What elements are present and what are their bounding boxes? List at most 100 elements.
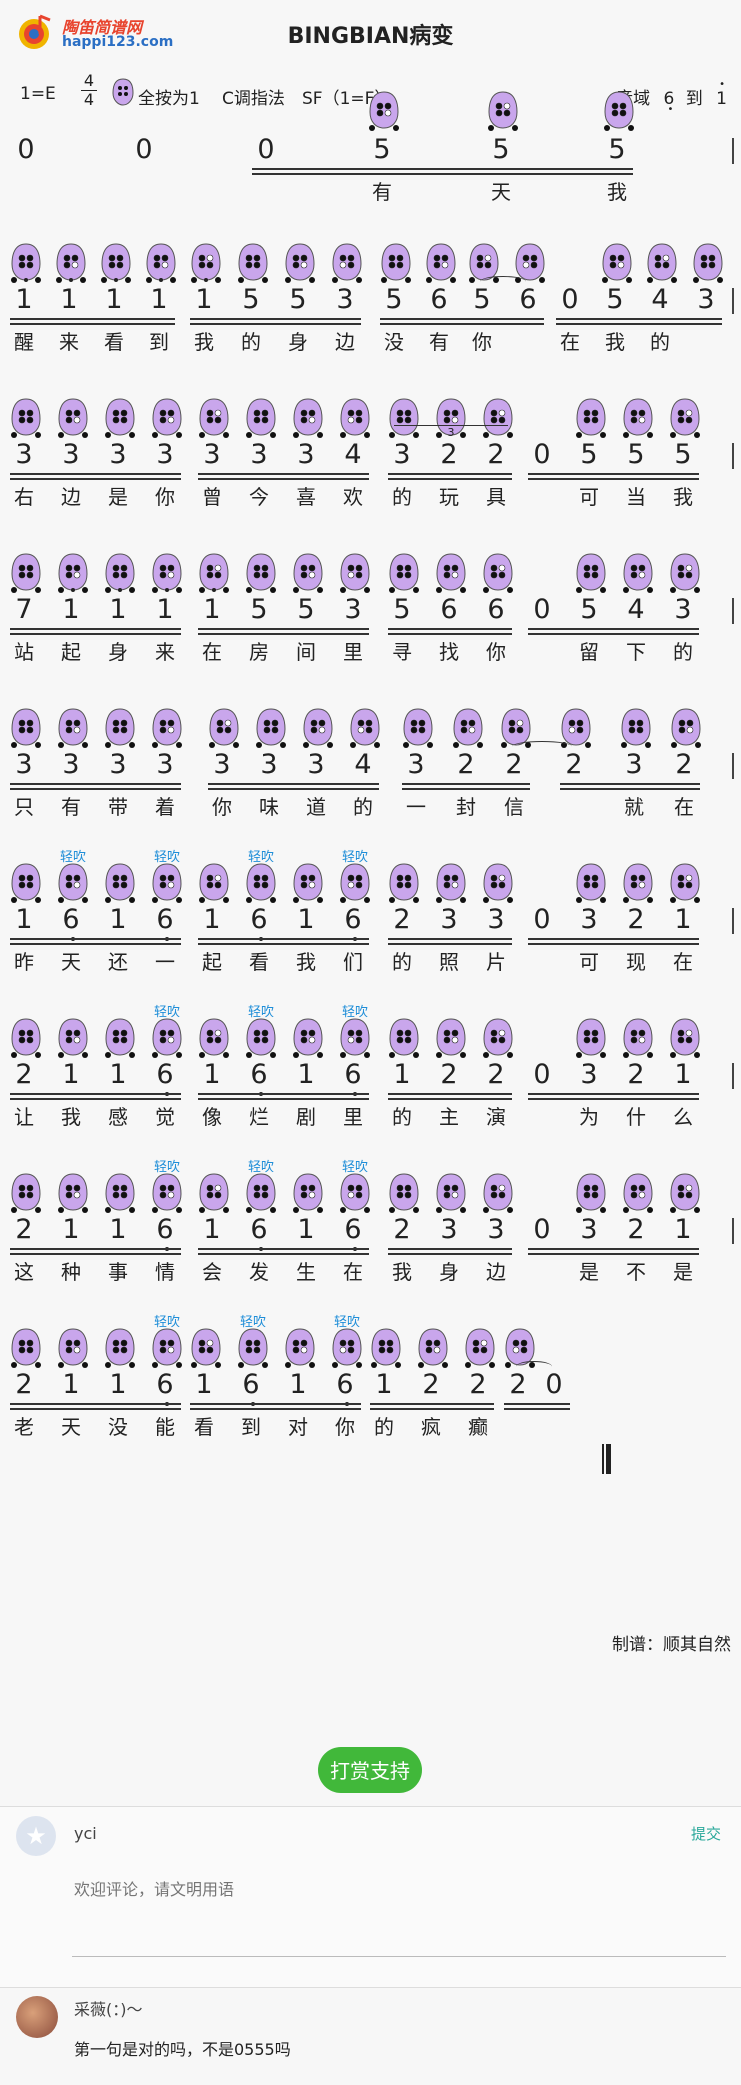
- ocarina-fingering-icon: [483, 1173, 513, 1213]
- jianpu-note: 5: [492, 134, 510, 165]
- site-domain[interactable]: happi123.com: [62, 34, 174, 50]
- barline: [732, 1218, 734, 1244]
- jianpu-note: 1: [674, 1214, 692, 1245]
- lyric-char: 看: [249, 950, 269, 974]
- jianpu-note: 5: [606, 284, 624, 315]
- jianpu-note: 1: [297, 904, 315, 935]
- ocarina-fingering-icon: [670, 1173, 700, 1213]
- jianpu-note: 3: [407, 749, 425, 780]
- time-signature: 4 4: [80, 72, 98, 109]
- underline-beam: [388, 943, 512, 945]
- underline-beam: [198, 1093, 369, 1095]
- lyric-char: 的: [374, 1415, 394, 1439]
- soft-blow-label: 轻吹: [333, 1315, 360, 1330]
- ocarina-fingering-icon: [146, 243, 176, 283]
- lyric-char: 事: [108, 1260, 128, 1284]
- octave-dot: [212, 588, 216, 592]
- jianpu-note: 3: [109, 749, 127, 780]
- ocarina-fingering-icon: [11, 863, 41, 903]
- lyric-char: 对: [288, 1415, 308, 1439]
- lyric-char: 演: [486, 1105, 506, 1129]
- underline-beam: [190, 1403, 361, 1405]
- lyric-char: 身: [108, 640, 128, 664]
- ocarina-fingering-icon: [623, 553, 653, 593]
- soft-blow-label: 轻吹: [239, 1315, 266, 1330]
- underline-beam: [556, 323, 722, 325]
- lyric-char: 身: [288, 330, 308, 354]
- lyric-char: 觉: [155, 1105, 175, 1129]
- jianpu-note: 3: [344, 594, 362, 625]
- jianpu-note: 1: [105, 284, 123, 315]
- jianpu-note: 3: [213, 749, 231, 780]
- ocarina-fingering-icon: [369, 91, 399, 131]
- ocarina-fingering-icon: [152, 708, 182, 748]
- ocarina-fingering-icon: [623, 398, 653, 438]
- ocarina-fingering-icon: [436, 1173, 466, 1213]
- lyric-char: 可: [579, 950, 599, 974]
- underline-beam: [198, 633, 369, 635]
- lyric-char: 们: [343, 950, 363, 974]
- ocarina-fingering-icon: [670, 553, 700, 593]
- final-barline: [602, 1444, 611, 1474]
- underline-beam: [388, 938, 512, 940]
- jianpu-note: 1: [62, 1369, 80, 1400]
- lyric-char: 主: [439, 1105, 459, 1129]
- lyric-char: 起: [61, 640, 81, 664]
- lyric-char: 有: [372, 180, 392, 204]
- ocarina-fingering-icon: [11, 708, 41, 748]
- jianpu-note: 0: [533, 1059, 551, 1090]
- jianpu-note: 3: [15, 439, 33, 470]
- lyric-char: 下: [626, 640, 646, 664]
- lyric-char: 留: [579, 640, 599, 664]
- ocarina-fingering-icon: [58, 1173, 88, 1213]
- ocarina-fingering-icon: [152, 1018, 182, 1058]
- underline-beam: [10, 1093, 181, 1095]
- ocarina-fingering-icon: [623, 863, 653, 903]
- lyric-char: 具: [486, 485, 506, 509]
- lyric-char: 边: [335, 330, 355, 354]
- site-name[interactable]: 陶笛简谱网: [62, 18, 143, 37]
- barline: [732, 598, 734, 624]
- lyric-char: 醒: [14, 330, 34, 354]
- lyric-char: 可: [579, 485, 599, 509]
- ocarina-fingering-icon: [483, 1018, 513, 1058]
- jianpu-note: 1: [203, 1214, 221, 1245]
- music-note-logo-icon[interactable]: [16, 12, 56, 52]
- jianpu-note: 2: [440, 1059, 458, 1090]
- fingering-note: 全按为1: [138, 89, 200, 109]
- jianpu-note: 3: [580, 1214, 598, 1245]
- comment-input[interactable]: [72, 1874, 726, 1957]
- ocarina-fingering-icon: [199, 1173, 229, 1213]
- ocarina-fingering-icon: [105, 863, 135, 903]
- jianpu-note: 6: [430, 284, 448, 315]
- submit-button[interactable]: 提交: [685, 1822, 727, 1845]
- lyric-char: 带: [108, 795, 128, 819]
- lyric-char: 只: [14, 795, 34, 819]
- lyric-char: 起: [202, 950, 222, 974]
- jianpu-note: 1: [156, 594, 174, 625]
- jianpu-note: 0: [533, 1214, 551, 1245]
- underline-beam: [528, 1248, 699, 1250]
- soft-blow-label: 轻吹: [153, 1005, 180, 1020]
- lyric-char: 边: [486, 1260, 506, 1284]
- jianpu-note: 3: [487, 904, 505, 935]
- jianpu-note: 3: [674, 594, 692, 625]
- tip-button[interactable]: 打赏支持: [318, 1747, 422, 1793]
- jianpu-note: 3: [393, 439, 411, 470]
- ocarina-fingering-icon: [418, 1328, 448, 1368]
- underline-beam: [208, 783, 379, 785]
- ocarina-fingering-icon: [670, 863, 700, 903]
- ocarina-fingering-icon: [483, 553, 513, 593]
- jianpu-note: 4: [651, 284, 669, 315]
- ocarina-fingering-icon: [105, 708, 135, 748]
- ocarina-all-closed-icon: [112, 78, 134, 106]
- lyric-char: 感: [108, 1105, 128, 1129]
- underline-beam: [388, 1098, 512, 1100]
- ocarina-fingering-icon: [623, 1018, 653, 1058]
- jianpu-note: 1: [109, 1059, 127, 1090]
- jianpu-note: 3: [62, 439, 80, 470]
- ocarina-fingering-icon: [58, 708, 88, 748]
- lyric-char: 喜: [296, 485, 316, 509]
- ocarina-fingering-icon: [389, 553, 419, 593]
